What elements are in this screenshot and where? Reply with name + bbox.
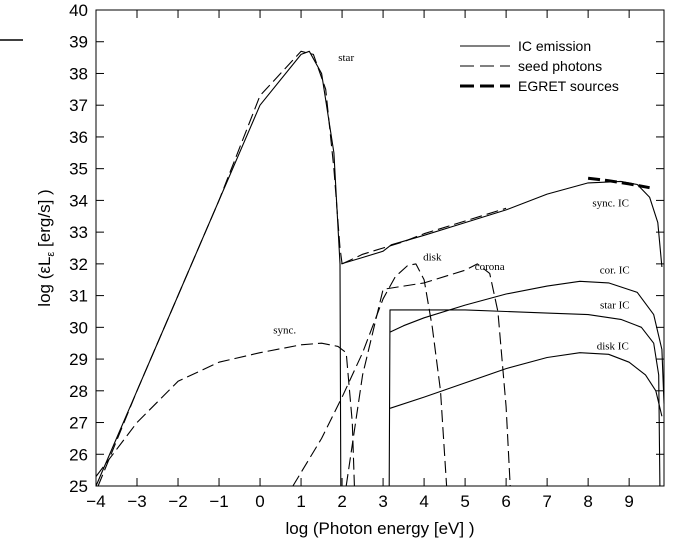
x-tick-label: 7 — [542, 492, 551, 511]
x-tick-label: 3 — [378, 492, 387, 511]
y-tick-label: 35 — [69, 160, 88, 179]
plot-frame — [95, 9, 665, 487]
annotations: star disk corona sync. IC cor. IC star IC disk… — [273, 52, 630, 353]
annotation-label: corona — [475, 261, 505, 273]
y-tick-label: 32 — [69, 255, 88, 274]
x-tick-labels: −4 −3 −2 −1 0 1 2 3 4 5 6 7 8 9 — [86, 492, 634, 511]
annotation-label: disk — [423, 252, 442, 264]
legend: IC emission seed photons EGRET sources — [460, 38, 619, 94]
y-tick-label: 38 — [69, 64, 88, 83]
x-tick-label: 0 — [255, 492, 264, 511]
series-line-8 — [388, 309, 661, 487]
y-tick-label: 29 — [69, 350, 88, 369]
legend-label-seed-photons: seed photons — [518, 58, 602, 74]
x-axis-label: log (Photon energy [eV] ) — [285, 519, 474, 538]
series-layer — [95, 50, 665, 487]
x-tick-label: 2 — [337, 492, 346, 511]
y-tick-label: 37 — [69, 96, 88, 115]
series-line-3 — [341, 180, 663, 268]
axis-ticks — [95, 9, 664, 487]
y-tick-label: 30 — [69, 318, 88, 337]
series-line-5 — [95, 342, 355, 487]
y-tick-label: 39 — [69, 33, 88, 52]
y-tick-label: 25 — [69, 477, 88, 496]
annotation-label: star — [338, 52, 354, 64]
series-line-11 — [587, 176, 650, 190]
y-axis-label-sub: ε — [45, 252, 57, 257]
annotation-label: sync. IC — [592, 198, 629, 210]
series-line-6 — [292, 263, 448, 487]
x-tick-label: 5 — [460, 492, 469, 511]
y-tick-label: 34 — [69, 191, 88, 210]
x-tick-label: 4 — [419, 492, 428, 511]
y-tick-label: 27 — [69, 414, 88, 433]
y-axis-label: log (εLε [erg/s] ) — [35, 189, 57, 306]
legend-label-egret-sources: EGRET sources — [518, 78, 619, 94]
series-line-1 — [95, 50, 342, 487]
y-tick-label: 31 — [69, 287, 88, 306]
x-tick-label: −2 — [168, 492, 187, 511]
y-tick-label: 40 — [69, 1, 88, 20]
series-line-2 — [97, 50, 343, 487]
annotation-label: cor. IC — [600, 264, 630, 276]
x-tick-label: −1 — [209, 492, 228, 511]
y-tick-label: 26 — [69, 445, 88, 464]
x-tick-label: −3 — [127, 492, 146, 511]
x-tick-label: 1 — [296, 492, 305, 511]
series-line-7 — [345, 263, 511, 487]
y-axis-label-tail: [erg/s] ) — [35, 189, 54, 251]
y-axis-label-main: log (εL — [35, 257, 54, 307]
x-tick-label: −4 — [86, 492, 105, 511]
annotation-label: sync. — [273, 325, 296, 337]
series-line-9 — [389, 280, 665, 404]
series-line-10 — [389, 352, 663, 417]
y-tick-label: 28 — [69, 382, 88, 401]
annotation-label: star IC — [600, 299, 630, 311]
y-tick-label: 36 — [69, 128, 88, 147]
x-tick-label: 8 — [583, 492, 592, 511]
y-tick-label: 33 — [69, 223, 88, 242]
series-line-4 — [341, 207, 507, 265]
x-tick-label: 9 — [624, 492, 633, 511]
annotation-label: disk IC — [597, 341, 629, 353]
legend-label-ic-emission: IC emission — [518, 38, 591, 54]
x-tick-label: 6 — [501, 492, 510, 511]
y-tick-labels: 25 26 27 28 29 30 31 32 33 34 35 36 37 38 39 40 — [69, 1, 88, 496]
